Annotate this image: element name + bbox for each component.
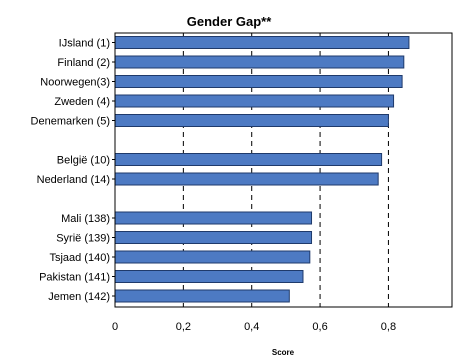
x-tick-label-4: 0,8 bbox=[381, 321, 396, 333]
bar-6 bbox=[114, 172, 379, 186]
bar-3 bbox=[114, 94, 395, 108]
category-label-0: IJsland (1) bbox=[59, 38, 110, 50]
bar-7 bbox=[114, 211, 313, 225]
category-label-5: België (10) bbox=[57, 155, 110, 167]
x-tick-label-2: 0,4 bbox=[244, 321, 259, 333]
bar-9 bbox=[114, 250, 311, 264]
bar-5 bbox=[114, 153, 383, 166]
category-label-10: Pakistan (141) bbox=[39, 272, 110, 284]
category-label-2: Noorwegen(3) bbox=[40, 77, 110, 89]
plot-frame bbox=[114, 32, 453, 308]
category-label-6: Nederland (14) bbox=[37, 174, 110, 186]
chart-title: Gender Gap** bbox=[187, 14, 272, 29]
category-label-8: Syrië (139) bbox=[56, 233, 110, 245]
category-label-1: Finland (2) bbox=[57, 57, 110, 69]
gridlines bbox=[182, 33, 389, 307]
bar-8 bbox=[114, 231, 313, 244]
bar-2 bbox=[114, 75, 403, 88]
category-label-3: Zweden (4) bbox=[54, 96, 110, 108]
bar-0 bbox=[114, 36, 410, 49]
category-label-4: Denemarken (5) bbox=[31, 116, 110, 128]
category-label-11: Jemen (142) bbox=[48, 291, 110, 303]
x-tick-label-3: 0,6 bbox=[312, 321, 327, 333]
category-label-7: Mali (138) bbox=[61, 213, 110, 225]
bar-11 bbox=[114, 289, 290, 303]
x-tick-labels: 0 0,2 0,4 0,6 0,8 bbox=[112, 321, 396, 333]
category-label-9: Tsjaad (140) bbox=[49, 252, 110, 264]
x-axis-label: Score bbox=[272, 348, 295, 357]
bars-group bbox=[114, 36, 410, 303]
x-tick-label-1: 0,2 bbox=[176, 321, 191, 333]
bar-1 bbox=[114, 55, 405, 69]
bar-4 bbox=[114, 114, 389, 127]
bar-10 bbox=[114, 270, 304, 283]
x-tick-label-0: 0 bbox=[112, 321, 118, 333]
category-labels: IJsland (1) Finland (2) Noorwegen(3) Zweden… bbox=[31, 38, 115, 303]
